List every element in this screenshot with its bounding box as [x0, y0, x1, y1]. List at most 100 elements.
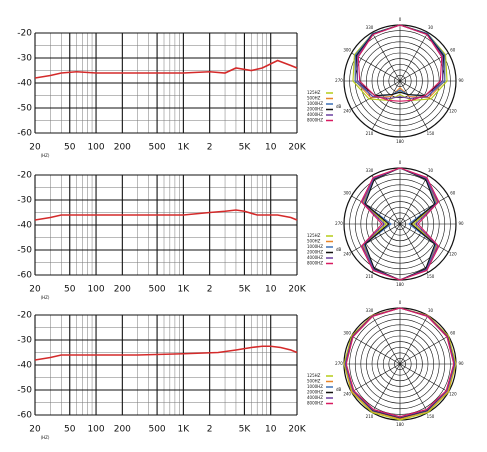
polar-curve	[343, 307, 457, 421]
x-axis-label: (HZ)	[41, 295, 50, 300]
x-tick-label: 1K	[178, 285, 191, 295]
angle-label: 180	[396, 282, 404, 287]
angle-label: 150	[427, 131, 435, 136]
x-tick-label: 500	[148, 143, 165, 153]
x-axis-label: (HZ)	[41, 435, 50, 440]
x-tick-label: 200	[114, 425, 131, 435]
legend-label: 8000HZ	[307, 261, 323, 266]
y-tick-label: -40	[17, 221, 32, 231]
y-tick-label: -60	[17, 411, 32, 421]
legend-label: 1000HZ	[307, 384, 323, 389]
legend-label: 125HZ	[307, 373, 321, 378]
x-tick-label: 1K	[178, 143, 191, 153]
x-tick-label: 50	[64, 285, 76, 295]
angle-label: 300	[343, 191, 351, 196]
angle-label: 330	[366, 168, 374, 173]
x-tick-label: 2	[207, 425, 213, 435]
radial-line	[399, 223, 429, 273]
angle-label: 270	[335, 221, 343, 226]
legend-label: 500HZ	[307, 379, 321, 384]
polar-curve	[345, 307, 455, 418]
angle-label: 30	[428, 168, 434, 173]
radial-line	[399, 52, 449, 82]
x-tick-label: 20K	[288, 285, 306, 295]
angle-label: 240	[343, 252, 351, 257]
radial-line	[351, 195, 401, 225]
angle-label: 180	[396, 422, 404, 427]
x-tick-label: 100	[87, 285, 104, 295]
radial-line	[371, 32, 401, 82]
x-axis-label: (HZ)	[41, 153, 50, 158]
angle-label: 240	[343, 109, 351, 114]
x-tick-label: 20K	[288, 143, 306, 153]
unit-label: dB	[336, 247, 342, 252]
x-tick-label: 5K	[239, 143, 252, 153]
y-tick-label: -40	[17, 79, 32, 89]
angle-label: 60	[450, 331, 456, 336]
x-tick-label: 500	[148, 285, 165, 295]
angle-label: 150	[427, 414, 435, 419]
y-tick-label: -20	[17, 29, 32, 39]
radial-line	[371, 315, 401, 365]
angle-label: 150	[427, 274, 435, 279]
unit-label: dB	[336, 387, 342, 392]
legend-label: 2000HZ	[307, 250, 323, 255]
angle-label: 120	[449, 392, 457, 397]
legend-label: 125HZ	[307, 90, 321, 95]
legend-label: 500HZ	[307, 239, 321, 244]
radial-line	[399, 175, 429, 225]
y-tick-label: -30	[17, 54, 32, 64]
angle-label: 90	[458, 361, 464, 366]
legend-label: 500HZ	[307, 96, 321, 101]
polar-curve	[356, 24, 444, 100]
angle-label: 240	[343, 392, 351, 397]
legend-label: 8000HZ	[307, 118, 323, 123]
x-tick-label: 20	[29, 285, 41, 295]
x-tick-label: 200	[114, 143, 131, 153]
polar-curve	[355, 24, 445, 97]
x-tick-label: 20	[29, 425, 41, 435]
angle-label: 330	[366, 308, 374, 313]
angle-label: 270	[335, 361, 343, 366]
radial-line	[399, 363, 449, 393]
legend-label: 8000HZ	[307, 401, 323, 406]
unit-label: dB	[336, 104, 342, 109]
x-tick-label: 10	[265, 143, 277, 153]
radial-line	[351, 223, 401, 253]
angle-label: 330	[366, 25, 374, 30]
legend-label: 2000HZ	[307, 390, 323, 395]
x-tick-label: 5K	[239, 285, 252, 295]
y-tick-label: -30	[17, 196, 32, 206]
response-line	[34, 59, 298, 79]
y-tick-label: -60	[17, 129, 32, 139]
angle-label: 210	[366, 414, 374, 419]
radial-line	[351, 363, 401, 393]
y-tick-label: -50	[17, 104, 32, 114]
x-tick-label: 2	[207, 143, 213, 153]
angle-label: 90	[458, 221, 464, 226]
angle-label: 30	[428, 25, 434, 30]
angle-label: 120	[449, 252, 457, 257]
y-tick-label: -50	[17, 246, 32, 256]
radial-line	[399, 335, 449, 365]
x-tick-label: 5K	[239, 425, 252, 435]
radial-line	[399, 32, 429, 82]
polar-curve	[354, 24, 446, 98]
radial-line	[399, 223, 449, 253]
radial-line	[351, 52, 401, 82]
radial-line	[399, 80, 429, 130]
legend-label: 4000HZ	[307, 112, 323, 117]
angle-label: 300	[343, 48, 351, 53]
angle-label: 0	[399, 300, 402, 305]
radial-line	[399, 363, 429, 413]
radial-line	[351, 335, 401, 365]
y-tick-label: -50	[17, 386, 32, 396]
legend-label: 4000HZ	[307, 255, 323, 260]
angle-label: 60	[450, 191, 456, 196]
x-tick-label: 1K	[178, 425, 191, 435]
angle-label: 270	[335, 78, 343, 83]
x-tick-label: 100	[87, 143, 104, 153]
response-line	[34, 345, 298, 361]
